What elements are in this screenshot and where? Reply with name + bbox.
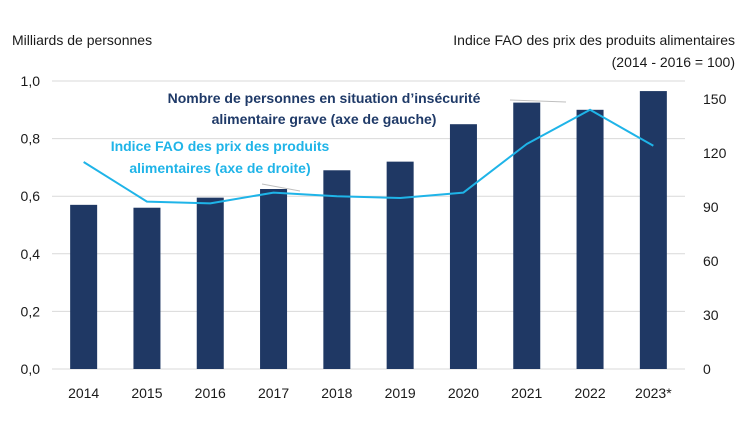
right-axis-ticks: 0 30 60 90 120 150 <box>703 91 727 377</box>
right-axis-title-line2: (2014 - 2016 = 100) <box>612 54 735 70</box>
bar-series <box>70 91 667 370</box>
bar <box>513 102 541 369</box>
left-tick-label: 0,6 <box>21 188 41 204</box>
bar-annotation-leader <box>509 99 567 103</box>
right-tick-label: 30 <box>703 307 719 323</box>
right-tick-label: 90 <box>703 199 719 215</box>
left-axis-ticks: 0,0 0,2 0,4 0,6 0,8 1,0 <box>21 73 41 377</box>
left-tick-label: 0,0 <box>21 361 41 377</box>
x-tick-label: 2020 <box>448 385 479 401</box>
right-tick-label: 150 <box>703 91 727 107</box>
left-tick-label: 1,0 <box>21 73 41 89</box>
bar-annotation-line2: alimentaire grave (axe de gauche) <box>212 111 437 127</box>
x-tick-label: 2021 <box>511 385 542 401</box>
right-axis-title-line1: Indice FAO des prix des produits aliment… <box>453 32 735 48</box>
bar <box>196 197 224 369</box>
line-annotation-line1: Indice FAO des prix des produits <box>111 138 330 154</box>
x-tick-label: 2014 <box>68 385 99 401</box>
x-tick-label: 2023* <box>635 385 672 401</box>
bar <box>639 91 667 369</box>
bar-annotation-line1: Nombre de personnes en situation d’inséc… <box>168 90 481 106</box>
bar <box>386 161 414 369</box>
x-tick-label: 2022 <box>574 385 605 401</box>
bar <box>70 204 98 369</box>
x-tick-label: 2019 <box>385 385 416 401</box>
bar <box>576 109 604 370</box>
bar <box>449 124 477 369</box>
bar <box>323 170 351 369</box>
right-tick-label: 120 <box>703 145 727 161</box>
left-tick-label: 0,8 <box>21 131 41 147</box>
line-path <box>83 108 654 205</box>
bar <box>133 207 161 369</box>
x-tick-label: 2016 <box>195 385 226 401</box>
x-tick-label: 2018 <box>321 385 352 401</box>
right-tick-label: 60 <box>703 253 719 269</box>
line-series <box>83 108 654 205</box>
line-annotation-leader <box>261 183 301 192</box>
right-tick-label: 0 <box>703 361 711 377</box>
line-annotation-line2: alimentaires (axe de droite) <box>129 160 310 176</box>
bar <box>260 189 288 369</box>
x-tick-label: 2017 <box>258 385 289 401</box>
left-tick-label: 0,4 <box>21 246 41 262</box>
x-axis-ticks: 2014 2015 2016 2017 2018 2019 2020 2021 2022 2023… <box>68 385 672 401</box>
left-axis-title: Milliards de personnes <box>12 32 152 48</box>
x-tick-label: 2015 <box>131 385 162 401</box>
left-tick-label: 0,2 <box>21 303 41 319</box>
